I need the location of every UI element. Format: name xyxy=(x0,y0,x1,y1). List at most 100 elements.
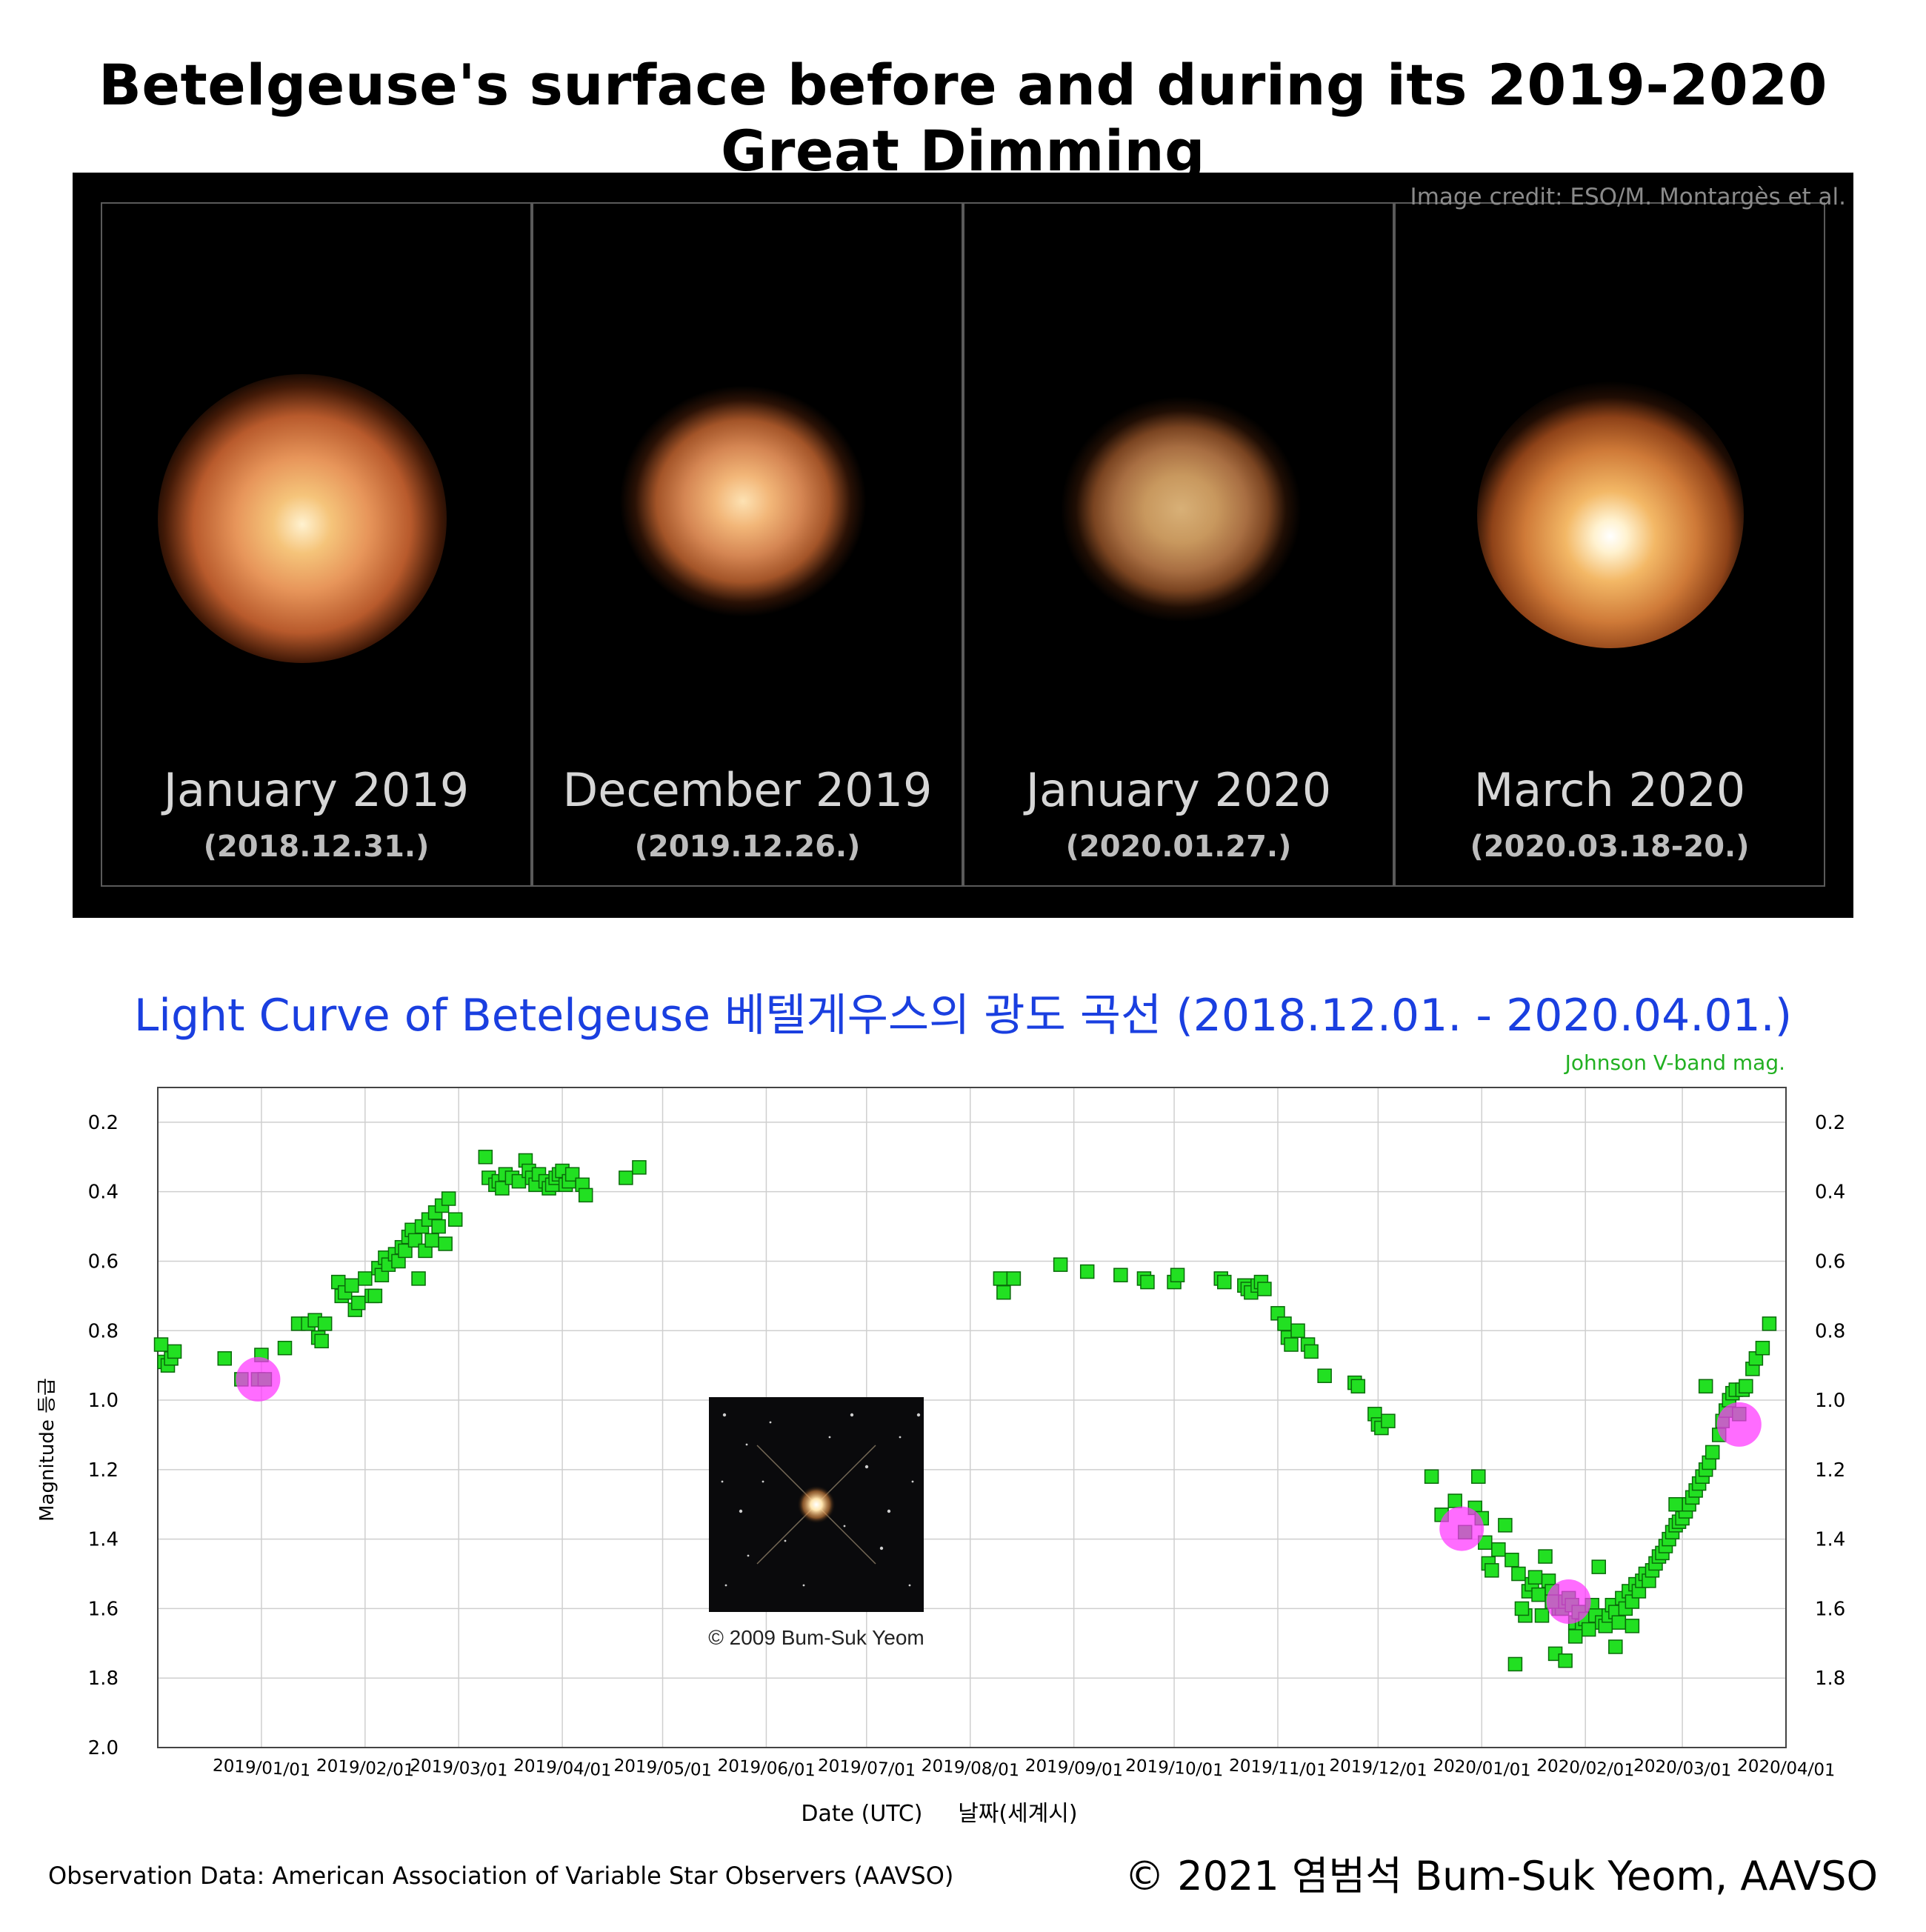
background-star xyxy=(745,1443,748,1446)
panel-date: (2020.01.27.) xyxy=(1065,830,1292,864)
panel-december-2019[interactable]: December 2019 (2019.12.26.) xyxy=(532,202,963,887)
data-point xyxy=(1534,1608,1550,1623)
data-point xyxy=(1591,1559,1607,1574)
background-star xyxy=(850,1413,854,1417)
data-point xyxy=(1257,1282,1272,1296)
x-tick-label: 2019/08/01 xyxy=(921,1756,1020,1781)
background-star xyxy=(908,1584,911,1587)
panel-january-2019[interactable]: January 2019 (2018.12.31.) xyxy=(101,202,532,887)
panel-title: January 2019 xyxy=(163,763,470,817)
data-point xyxy=(314,1333,329,1349)
background-star xyxy=(769,1421,772,1424)
y-axis-label: Magnitude 등급 xyxy=(36,1378,59,1522)
data-point xyxy=(1507,1656,1523,1672)
panel-title: January 2020 xyxy=(1025,763,1332,817)
x-tick-label: 2019/01/01 xyxy=(212,1756,311,1781)
data-point xyxy=(317,1316,333,1331)
data-point xyxy=(1317,1368,1332,1383)
data-point xyxy=(1140,1274,1155,1290)
panel-march-2020[interactable]: March 2020 (2020.03.18-20.) xyxy=(1394,202,1825,887)
data-point xyxy=(1447,1493,1462,1508)
data-point xyxy=(1217,1274,1232,1290)
x-tick-label: 2020/03/01 xyxy=(1633,1756,1733,1781)
data-point xyxy=(1527,1570,1543,1585)
data-point xyxy=(1514,1601,1530,1616)
data-point xyxy=(1505,1553,1519,1568)
inset-photo-credit: © 2009 Bum-Suk Yeom xyxy=(708,1626,924,1649)
panel-title: March 2020 xyxy=(1473,763,1746,817)
x-tick-label: 2020/01/01 xyxy=(1433,1756,1532,1781)
x-tick-label: 2019/11/01 xyxy=(1228,1756,1327,1781)
x-tick-label: 2019/06/01 xyxy=(717,1756,816,1781)
y-tick-label: 1.6 xyxy=(88,1598,119,1620)
panel-date: (2018.12.31.) xyxy=(203,830,430,864)
data-point xyxy=(351,1295,366,1310)
x-tick-label: 2019/09/01 xyxy=(1024,1756,1124,1781)
footer-observation-data: Observation Data: American Association o… xyxy=(48,1862,954,1890)
data-point xyxy=(1424,1469,1439,1484)
background-star xyxy=(864,1465,869,1469)
main-title: Betelgeuse's surface before and during i… xyxy=(98,52,1828,184)
data-point xyxy=(424,1233,439,1248)
y-tick-label-right: 0.2 xyxy=(1815,1112,1845,1134)
band-label: Johnson V-band mag. xyxy=(1565,1050,1785,1075)
panel-date: (2020.03.18-20.) xyxy=(1470,830,1750,864)
y-tick-label: 1.2 xyxy=(88,1459,119,1482)
star-image-jan-2020 xyxy=(1042,374,1331,656)
data-point xyxy=(1567,1629,1583,1644)
x-tick-label: 2019/04/01 xyxy=(513,1756,613,1781)
data-point xyxy=(358,1271,373,1286)
background-star xyxy=(721,1480,724,1483)
data-point xyxy=(619,1170,633,1185)
y-tick-label: 0.6 xyxy=(88,1250,119,1273)
data-point xyxy=(367,1288,383,1304)
panel-date: (2019.12.26.) xyxy=(634,830,861,864)
data-point xyxy=(217,1351,233,1366)
y-tick-label: 1.4 xyxy=(88,1529,119,1551)
plot-frame xyxy=(157,1087,1787,1748)
data-point xyxy=(478,1150,493,1165)
data-point xyxy=(441,1191,456,1206)
panel-january-2020[interactable]: January 2020 (2020.01.27.) xyxy=(963,202,1394,887)
data-point xyxy=(1006,1271,1022,1286)
data-point xyxy=(1498,1518,1513,1533)
y-tick-label-right: 1.4 xyxy=(1815,1529,1845,1551)
background-star xyxy=(802,1584,805,1587)
data-point xyxy=(1113,1268,1128,1282)
y-tick-label-right: 0.4 xyxy=(1815,1182,1845,1204)
data-point xyxy=(632,1160,647,1175)
data-point xyxy=(1668,1496,1683,1512)
highlight-marker xyxy=(1546,1579,1591,1625)
data-point xyxy=(996,1285,1011,1300)
background-star xyxy=(762,1480,764,1483)
background-star xyxy=(722,1413,727,1417)
y-tick-label-right: 1.0 xyxy=(1815,1390,1845,1412)
background-star xyxy=(739,1509,743,1513)
background-star xyxy=(887,1509,891,1513)
y-tick-label-right: 1.8 xyxy=(1815,1668,1845,1690)
background-star xyxy=(784,1539,787,1542)
y-tick-label: 2.0 xyxy=(88,1737,119,1759)
light-curve-chart: 0.2 0.4 0.6 0.8 1.0 1.2 1.4 1.6 1.8 2.0 0.2 0.4 0.6 0… xyxy=(36,1087,1845,1827)
background-star xyxy=(916,1413,921,1417)
image-strip: January 2019 (2018.12.31.) December 2019… xyxy=(73,173,1853,918)
data-point xyxy=(167,1344,182,1359)
data-point xyxy=(1625,1619,1640,1633)
data-point xyxy=(1531,1587,1546,1602)
x-axis-label: Date (UTC) 날짜(세계시) xyxy=(801,1801,1077,1827)
data-point xyxy=(153,1337,169,1352)
data-point xyxy=(1581,1622,1596,1637)
y-tick-label-right: 0.6 xyxy=(1815,1250,1845,1273)
x-tick-label: 2019/07/01 xyxy=(817,1756,916,1781)
background-star xyxy=(879,1546,884,1550)
footer-copyright: © 2021 염범석 Bum-Suk Yeom, AAVSO xyxy=(1124,1853,1878,1899)
highlight-marker xyxy=(1439,1506,1485,1551)
data-point xyxy=(1284,1337,1299,1352)
data-point xyxy=(344,1278,359,1293)
x-tick-label: 2020/04/01 xyxy=(1736,1756,1836,1781)
x-tick-label: 2019/02/01 xyxy=(316,1756,415,1781)
data-point xyxy=(1491,1542,1506,1557)
data-point xyxy=(1698,1379,1713,1394)
background-star xyxy=(843,1525,846,1528)
y-tick-label: 1.8 xyxy=(88,1668,119,1690)
